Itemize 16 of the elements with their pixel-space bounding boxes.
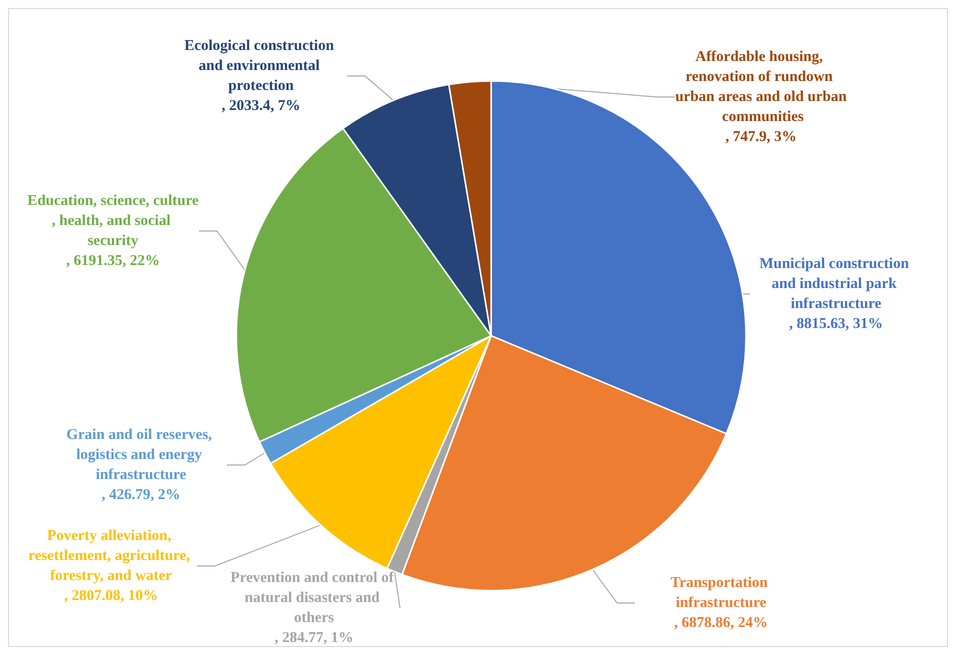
- data-label: , 747.9, 3%: [725, 129, 797, 145]
- slice-label: Municipal construction and industrial park infrastructure: [759, 256, 913, 312]
- slice-label: Transportation infrastructure: [670, 575, 772, 611]
- slice-label: Prevention and control of natural disasters and others: [230, 570, 398, 626]
- data-label: , 6191.35, 22%: [66, 253, 160, 269]
- slice-label: Ecological construction and environmental protection: [184, 38, 338, 94]
- slice-label: Education, science, culture, health, and social security: [27, 193, 200, 249]
- data-label: , 426.79, 2%: [102, 487, 180, 503]
- slice-label: Grain and oil reserves, logistics and energy infrastructure: [66, 427, 216, 483]
- data-label: , 284.77, 1%: [274, 630, 354, 646]
- data-label: , 2807.08, 10%: [64, 588, 158, 604]
- slice-label: Poverty alleviation, resettlement, agriculture, forestry, and water: [28, 528, 194, 584]
- slice-label: Affordable housing, renovation of rundown urban areas and old urban communities: [675, 49, 848, 125]
- data-label: , 8815.63, 31%: [789, 316, 883, 332]
- data-label: , 6878.86, 24%: [674, 615, 768, 631]
- data-label: , 2033.4, 7%: [222, 98, 300, 114]
